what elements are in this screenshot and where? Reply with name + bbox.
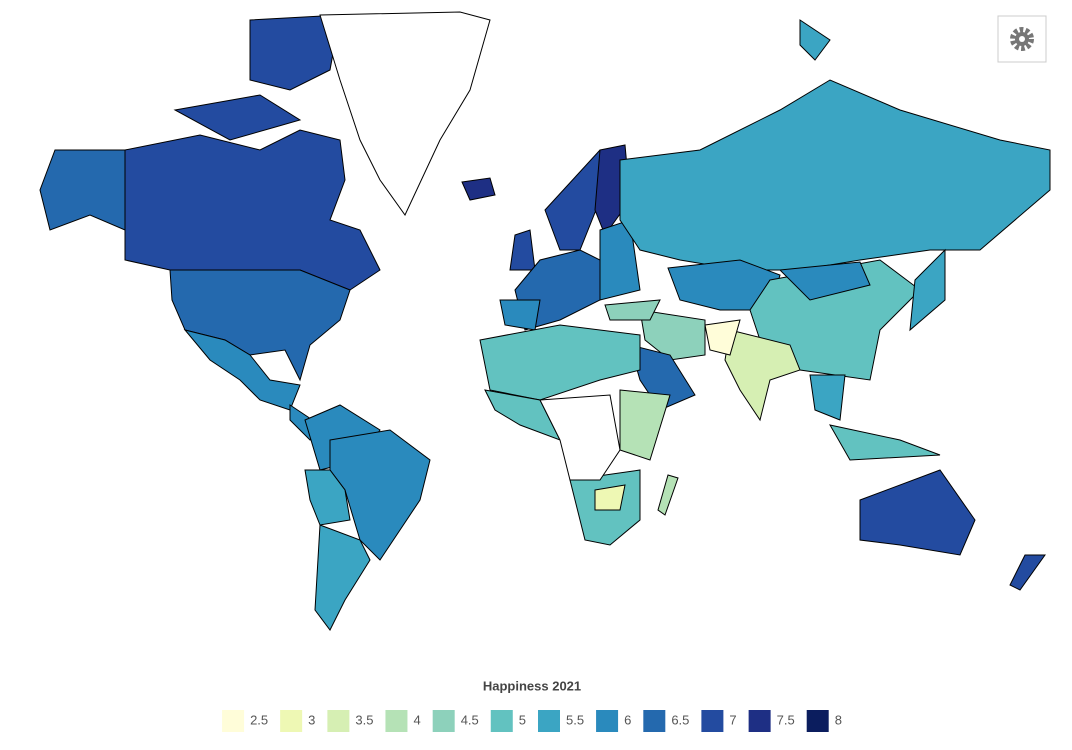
country: [1009, 554, 1046, 591]
country: [314, 524, 371, 631]
gear-teeth: [1010, 27, 1034, 51]
legend-label: 2.5: [250, 712, 268, 727]
country: [594, 484, 626, 511]
country: [461, 177, 496, 201]
legend-swatch: [643, 710, 666, 732]
country: [724, 329, 801, 422]
country: [809, 374, 846, 421]
no-data-region: [539, 394, 621, 481]
legend-swatch: [490, 710, 513, 732]
country: [829, 424, 941, 461]
legend-label: 7: [729, 712, 736, 727]
country: [704, 319, 741, 356]
country: [657, 474, 679, 516]
country: [509, 229, 536, 271]
legend-label: 6: [624, 712, 631, 727]
legend-label: 7.5: [777, 712, 795, 727]
country: [799, 19, 831, 61]
country: [479, 324, 641, 401]
country: [499, 299, 541, 331]
legend-swatch: [596, 710, 619, 732]
country: [859, 469, 976, 556]
map: [39, 14, 1051, 631]
country: [183, 329, 301, 411]
country: [124, 129, 381, 291]
country: [173, 94, 302, 141]
legend-swatch: [701, 710, 724, 732]
country: [304, 469, 351, 526]
country: [639, 309, 706, 361]
legend: 2.5 3 3.5 4 4.5 5 5.5 6 6.5 7 7.5 8: [222, 710, 842, 732]
legend-swatch: [806, 710, 829, 732]
legend-label: 3: [308, 712, 315, 727]
legend-swatch: [748, 710, 771, 732]
legend-swatch: [327, 710, 350, 732]
legend-label: 3.5: [355, 712, 373, 727]
legend-swatch: [432, 710, 455, 732]
country: [599, 219, 641, 301]
settings-button[interactable]: [997, 15, 1047, 63]
country: [604, 299, 661, 321]
legend-swatch: [538, 710, 560, 732]
country: [169, 269, 351, 382]
legend-label: 5: [519, 712, 526, 727]
legend-swatch: [385, 710, 408, 732]
country: [39, 149, 126, 231]
legend-label: 4: [413, 712, 420, 727]
country: [619, 79, 1051, 271]
legend-label: 6.5: [671, 712, 689, 727]
legend-label: 4.5: [461, 712, 479, 727]
no-data-region: [319, 11, 491, 216]
legend-label: 8: [835, 712, 842, 727]
country: [619, 389, 671, 461]
legend-swatch: [280, 710, 303, 732]
country: [909, 248, 946, 332]
country: [778, 261, 871, 301]
legend-label: 5.5: [566, 712, 584, 727]
gear-hole: [1019, 36, 1025, 42]
legend-title: Happiness 2021: [483, 678, 581, 693]
legend-swatch: [222, 710, 245, 732]
country: [629, 344, 696, 411]
